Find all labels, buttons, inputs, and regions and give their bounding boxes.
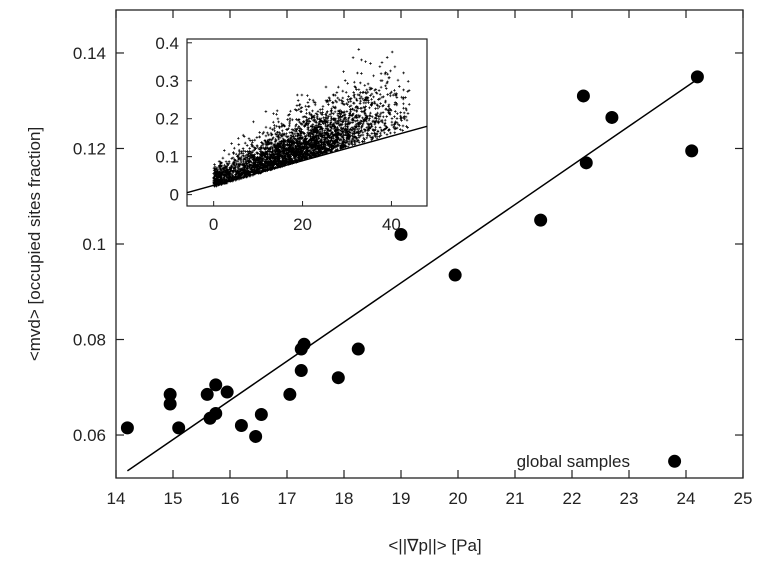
x-tick-label: 23 xyxy=(620,489,639,508)
x-tick-label: 15 xyxy=(164,489,183,508)
data-point xyxy=(576,89,590,103)
data-point xyxy=(234,418,248,432)
data-point xyxy=(294,364,308,378)
inset-plot: 0 20 40 0 0.1 0.2 0.3 0.4 xyxy=(155,34,428,234)
data-point xyxy=(283,387,297,401)
data-point xyxy=(163,387,177,401)
data-point xyxy=(394,227,408,241)
x-tick-label: 22 xyxy=(563,489,582,508)
inset-y-tick-label: 0.3 xyxy=(155,72,179,91)
data-point xyxy=(120,421,134,435)
data-point xyxy=(685,144,699,158)
x-tick-label: 25 xyxy=(734,489,753,508)
data-point xyxy=(331,371,345,385)
inset-x-tick-label: 40 xyxy=(382,215,401,234)
y-tick-label: 0.12 xyxy=(73,139,106,158)
data-point xyxy=(605,110,619,124)
x-tick-label: 17 xyxy=(278,489,297,508)
y-tick-label: 0.08 xyxy=(73,331,106,350)
inset-fit-line xyxy=(186,125,428,194)
data-point xyxy=(668,454,682,468)
data-point xyxy=(209,378,223,392)
x-tick-label: 18 xyxy=(335,489,354,508)
x-axis-label: <||∇p||> [Pa] xyxy=(388,536,481,555)
inset-y-tick-label: 0.1 xyxy=(155,148,179,167)
data-point xyxy=(690,70,704,84)
x-tick-label: 21 xyxy=(506,489,525,508)
x-tick-label: 16 xyxy=(221,489,240,508)
data-point xyxy=(579,156,593,170)
inset-y-tick-label: 0.4 xyxy=(155,34,179,53)
inset-x-tick-label: 0 xyxy=(209,215,218,234)
inset-y-tick-label: 0 xyxy=(170,186,179,205)
inset-y-tick-label: 0.2 xyxy=(155,110,179,129)
data-point xyxy=(200,387,214,401)
data-point xyxy=(249,429,263,443)
y-tick-label: 0.1 xyxy=(82,235,106,254)
inset-x-tick-label: 20 xyxy=(293,215,312,234)
data-point xyxy=(448,268,462,282)
y-tick-label: 0.06 xyxy=(73,426,106,445)
data-point xyxy=(220,385,234,399)
y-tick-label: 0.14 xyxy=(73,44,106,63)
data-point xyxy=(163,397,177,411)
data-point xyxy=(209,407,223,421)
inset-cloud-markers xyxy=(212,48,411,188)
main-plot: 14 15 16 17 18 19 20 21 22 23 24 250.060.080.10.120… xyxy=(73,10,753,508)
data-point xyxy=(254,407,268,421)
data-point xyxy=(172,421,186,435)
y-axis-label: <mvd> [occupied sites fraction] xyxy=(25,127,44,361)
x-tick-label: 20 xyxy=(449,489,468,508)
x-tick-label: 24 xyxy=(677,489,696,508)
x-tick-label: 19 xyxy=(392,489,411,508)
data-point xyxy=(351,342,365,356)
inset-point-cloud xyxy=(212,48,411,188)
data-point xyxy=(297,337,311,351)
annotation-global-samples: global samples xyxy=(517,452,630,471)
fit-line xyxy=(126,78,698,472)
data-point xyxy=(534,213,548,227)
x-tick-label: 14 xyxy=(107,489,126,508)
